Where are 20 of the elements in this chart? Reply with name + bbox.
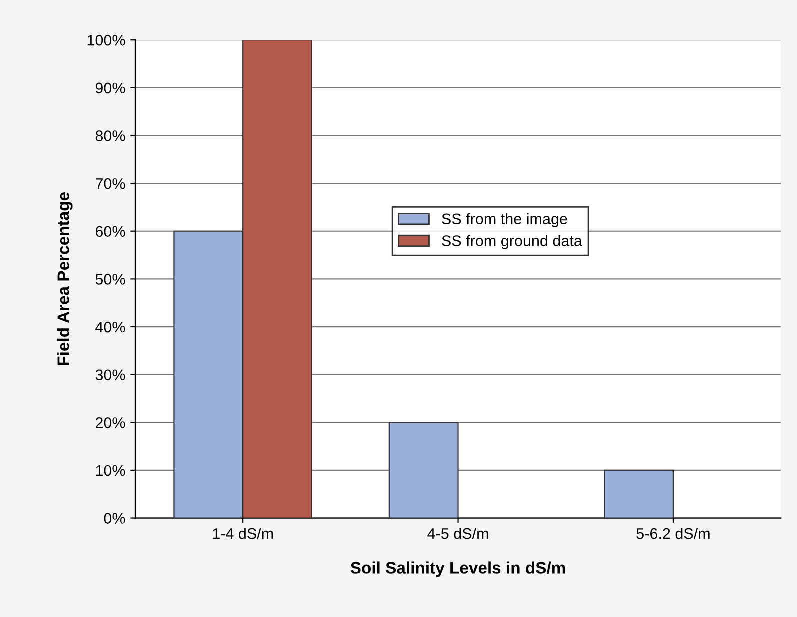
legend-label: SS from ground data — [442, 235, 582, 250]
y-tick-label: 100% — [88, 34, 126, 46]
y-tick-label: 0% — [104, 513, 126, 524]
x-tick-label: 5-6.2 dS/m — [636, 528, 710, 540]
y-tick-label: 90% — [96, 82, 126, 94]
y-tick-label: 20% — [96, 418, 126, 428]
y-axis-title: Field Area Percentage — [57, 192, 73, 366]
y-tick-label: 40% — [96, 322, 126, 333]
y-tick-label: 80% — [96, 130, 126, 142]
y-tick-label: 30% — [96, 370, 126, 381]
bar — [604, 470, 674, 518]
y-tick-label: 10% — [96, 465, 126, 476]
bar — [388, 422, 459, 518]
x-tick-label: 1-4 dS/m — [213, 528, 274, 540]
y-tick-label: 70% — [96, 178, 126, 190]
y-tick-label: 50% — [96, 274, 126, 285]
x-axis-title: Soil Salinity Levels in dS/m — [350, 562, 566, 578]
x-tick-label: 4-5 dS/m — [428, 528, 488, 540]
legend-label: SS from the image — [442, 213, 568, 228]
y-tick-label: 60% — [96, 226, 126, 238]
